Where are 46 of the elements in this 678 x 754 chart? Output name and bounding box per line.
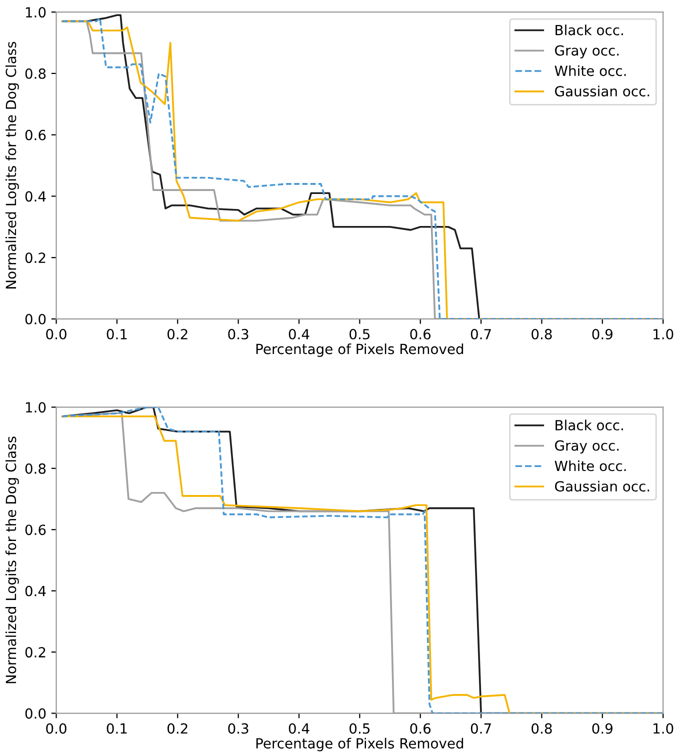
x-tick-label: 0.8 (532, 723, 552, 734)
x-axis-title: Percentage of Pixels Removed (256, 343, 464, 357)
y-tick-label: 0.2 (25, 647, 46, 658)
x-tick-label: 0.8 (532, 328, 552, 340)
y-tick-label: 0.6 (25, 524, 46, 536)
legend-label: Black occ. (556, 24, 623, 36)
x-tick-label: 0.6 (410, 328, 431, 340)
y-tick-label: 0.8 (25, 68, 46, 79)
y-axis-title: Normalized Logits for the Dog Class (5, 436, 19, 684)
legend-label: Black occ. (556, 420, 623, 430)
x-tick-label: 0.0 (46, 723, 66, 734)
x-tick-label: 1.0 (654, 328, 674, 340)
y-tick-label: 1.0 (26, 7, 46, 18)
y-axis-title: Normalized Logits for the Dog Class (5, 42, 19, 288)
x-tick-label: 0.7 (470, 723, 491, 734)
x-tick-label: 0.7 (470, 328, 491, 340)
legend-label: Gaussian occ. (555, 86, 650, 96)
y-tick-label: 0.0 (25, 708, 46, 719)
x-tick-label: 0.3 (228, 328, 248, 340)
x-tick-label: 0.5 (350, 328, 370, 340)
x-tick-label: 0.0 (46, 328, 66, 340)
x-tick-label: 0.3 (228, 723, 248, 734)
y-tick-label: 0.8 (25, 463, 46, 474)
legend-label: Gaussian occ. (555, 480, 650, 492)
x-tick-label: 1.0 (654, 723, 674, 734)
x-tick-label: 0.4 (288, 328, 310, 340)
x-tick-label: 0.6 (410, 723, 431, 734)
y-tick-label: 0.6 (25, 130, 46, 140)
x-tick-label: 0.1 (106, 723, 127, 734)
y-tick-label: 0.4 (25, 191, 46, 202)
x-tick-label: 0.5 (350, 723, 370, 734)
legend-label: Gray occ. (555, 440, 619, 454)
y-tick-label: 0.2 (25, 252, 46, 264)
x-axis-title: Percentage of Pixels Removed (256, 738, 464, 752)
x-tick-label: 0.2 (168, 723, 188, 734)
x-tick-label: 0.4 (288, 723, 310, 734)
legend-label: Gray occ. (555, 45, 619, 58)
legend-label: White occ. (554, 65, 626, 76)
x-tick-label: 0.9 (592, 723, 612, 734)
y-tick-label: 0.0 (25, 314, 46, 324)
x-tick-label: 0.1 (106, 328, 127, 340)
x-tick-label: 0.2 (168, 328, 188, 340)
x-tick-label: 0.9 (592, 328, 612, 340)
legend-label: White occ. (554, 460, 626, 472)
y-tick-label: 0.4 (25, 586, 46, 596)
y-tick-label: 1.0 (26, 402, 46, 413)
